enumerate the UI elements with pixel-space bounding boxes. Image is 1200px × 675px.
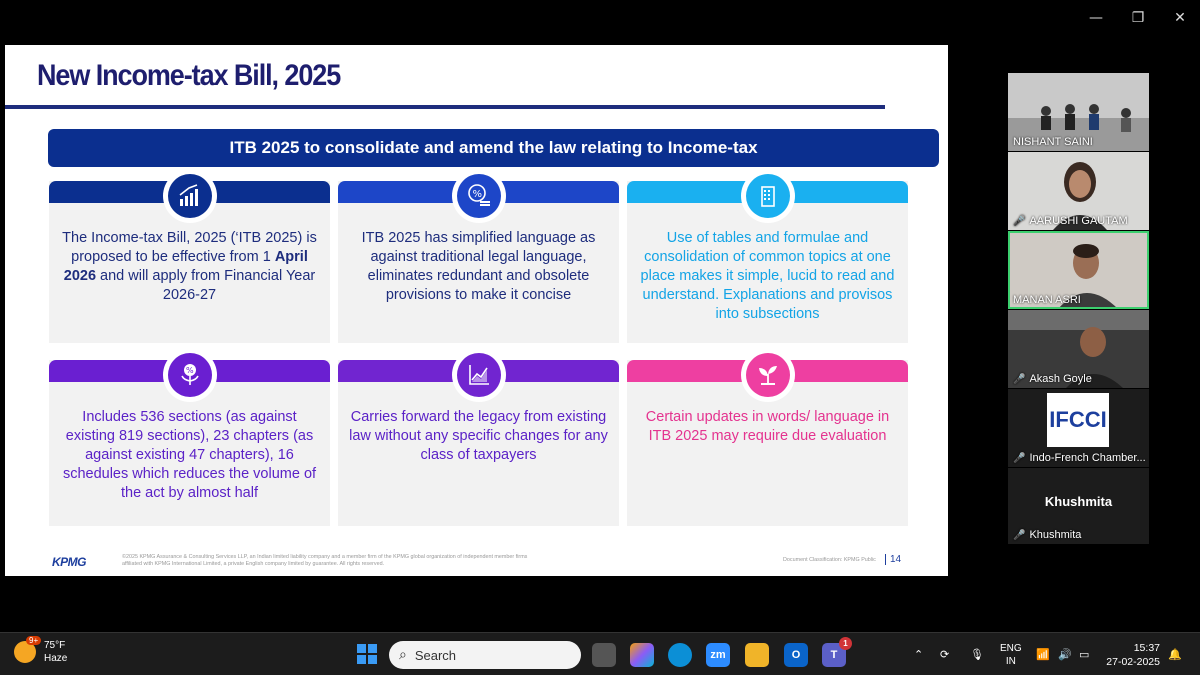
ifcci-logo: IFCCI: [1047, 393, 1109, 447]
info-card: % ITB 2025 has simplified language as ag…: [338, 169, 619, 343]
weather-desc: Haze: [44, 653, 68, 664]
shared-slide: New Income-tax Bill, 2025 ITB 2025 to co…: [5, 45, 948, 576]
zoom-icon[interactable]: zm: [706, 643, 730, 667]
sprout-icon: [745, 353, 790, 397]
info-card: Carries forward the legacy from existing…: [338, 348, 619, 526]
card-text: Use of tables and formulae and consolida…: [640, 230, 895, 322]
language-indicator[interactable]: ENG IN: [1000, 642, 1022, 667]
title-divider: [5, 105, 885, 109]
muted-mic-icon: 🎤: [1013, 452, 1026, 464]
taskbar-clock[interactable]: 15:37 27-02-2025: [1106, 642, 1160, 668]
minimize-button[interactable]: —: [1089, 10, 1103, 26]
weather-widget[interactable]: 9+ 75°F Haze: [14, 636, 68, 665]
search-placeholder: Search: [414, 647, 457, 663]
task-view-icon[interactable]: [592, 643, 616, 667]
taskbar-search[interactable]: ⌕ Search: [389, 641, 581, 669]
participant-tile[interactable]: Khushmita 🎤 Khushmita: [1008, 468, 1149, 544]
copilot-icon[interactable]: [630, 643, 654, 667]
wifi-icon[interactable]: 📶: [1036, 649, 1050, 661]
volume-icon[interactable]: 🔊: [1058, 649, 1072, 661]
participants-panel: NISHANT SAINI 🎤 AARUSHI GAUTAM MANAN ASRI…: [1008, 73, 1149, 545]
weather-sun-icon: 9+: [14, 636, 42, 663]
building-icon: [745, 174, 790, 218]
file-explorer-icon[interactable]: [745, 643, 769, 667]
search-icon: ⌕: [399, 647, 407, 663]
info-card: % Includes 536 sections (as against exis…: [49, 348, 330, 526]
info-card: Use of tables and formulae and consolida…: [627, 169, 908, 343]
restore-button[interactable]: ❐: [1131, 10, 1145, 26]
muted-mic-icon: 🎤: [1013, 215, 1026, 227]
kpmg-logo: KPMG: [52, 555, 87, 569]
card-text: Certain updates in words/ language in IT…: [645, 409, 890, 444]
percent-plant-icon: %: [167, 353, 212, 397]
teams-notification-badge: 1: [839, 637, 852, 650]
participant-name: NISHANT SAINI: [1013, 136, 1093, 148]
weather-badge: 9+: [26, 636, 42, 645]
notifications-icon[interactable]: 🔔: [1168, 649, 1182, 661]
window-controls: — ❐ ✕: [1086, 8, 1190, 28]
participant-tile-active-speaker[interactable]: MANAN ASRI: [1008, 231, 1149, 309]
participant-name: 🎤 Akash Goyle: [1013, 373, 1092, 385]
line-chart-icon: [456, 353, 501, 397]
show-hidden-icons[interactable]: ⌃: [914, 649, 924, 661]
card-text: Carries forward the legacy from existing…: [349, 409, 608, 463]
microphone-icon[interactable]: 🎙: [970, 649, 984, 661]
edge-icon[interactable]: [668, 643, 692, 667]
battery-icon[interactable]: ▭: [1079, 649, 1090, 661]
video-feed: [1008, 73, 1149, 151]
outlook-icon[interactable]: O: [784, 643, 808, 667]
document-classification: Document Classification: KPMG Public: [783, 557, 876, 563]
footer-copyright: ©2025 KPMG Assurance & Consulting Servic…: [122, 554, 528, 567]
card-text: Includes 536 sections (as against existi…: [62, 409, 317, 501]
weather-temp: 75°F: [44, 640, 66, 651]
info-card: Certain updates in words/ language in IT…: [627, 348, 908, 526]
participant-tile[interactable]: NISHANT SAINI: [1008, 73, 1149, 151]
close-button[interactable]: ✕: [1174, 10, 1186, 26]
page-number: 14: [885, 554, 901, 565]
svg-text:%: %: [472, 189, 482, 200]
muted-mic-icon: 🎤: [1013, 529, 1026, 541]
svg-text:%: %: [186, 366, 194, 375]
participant-name: 🎤 Khushmita: [1013, 529, 1082, 541]
participant-name: 🎤 AARUSHI GAUTAM: [1013, 215, 1128, 227]
card-text: The Income-tax Bill, 2025 (‘ITB 2025) is…: [62, 230, 317, 303]
sync-icon[interactable]: ⟳: [940, 649, 950, 661]
participant-name: 🎤 Indo-French Chamber...: [1013, 452, 1146, 464]
card-text: ITB 2025 has simplified language as agai…: [361, 230, 596, 303]
participant-tile[interactable]: 🎤 Akash Goyle: [1008, 310, 1149, 388]
video-feed: [1008, 310, 1149, 388]
video-feed: [1008, 152, 1149, 230]
video-feed: [1008, 231, 1149, 309]
muted-mic-icon: 🎤: [1013, 373, 1026, 385]
start-button[interactable]: [357, 644, 377, 664]
participant-tile[interactable]: 🎤 AARUSHI GAUTAM: [1008, 152, 1149, 230]
slide-banner: ITB 2025 to consolidate and amend the la…: [48, 129, 939, 167]
participant-name: MANAN ASRI: [1013, 294, 1081, 306]
growth-chart-icon: [167, 174, 212, 218]
info-card: The Income-tax Bill, 2025 (‘ITB 2025) is…: [49, 169, 330, 343]
percent-coins-icon: %: [456, 174, 501, 218]
participant-tile[interactable]: IFCCI 🎤 Indo-French Chamber...: [1008, 389, 1149, 467]
slide-title: New Income-tax Bill, 2025: [37, 59, 341, 92]
participant-display-name: Khushmita: [1044, 494, 1113, 509]
